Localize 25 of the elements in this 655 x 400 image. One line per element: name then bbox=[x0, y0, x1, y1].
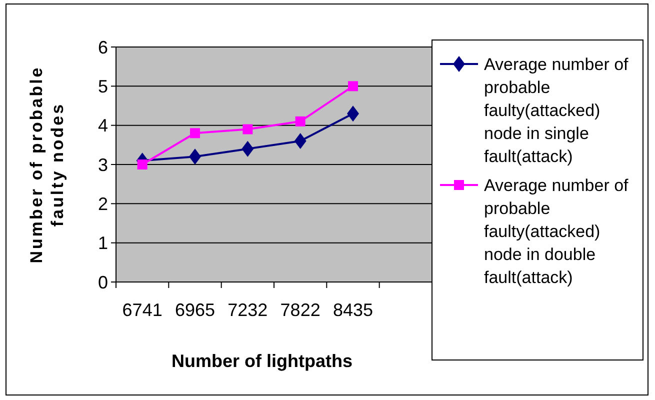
point bbox=[137, 160, 148, 170]
point bbox=[189, 148, 201, 165]
point bbox=[242, 124, 253, 134]
y-tick-label: 0 bbox=[98, 272, 108, 292]
point bbox=[295, 116, 306, 126]
legend-label: Average number of probable faulty(attacked) node in double fault(attack) bbox=[484, 176, 629, 287]
x-tick-label: 7822 bbox=[280, 300, 320, 320]
y-tick-label: 2 bbox=[98, 194, 108, 214]
y-tick-label: 4 bbox=[98, 116, 108, 136]
x-tick-label: 7232 bbox=[228, 300, 268, 320]
x-axis-title: Number of lightpaths bbox=[172, 351, 352, 371]
x-tick-label: 6965 bbox=[174, 300, 216, 320]
x-tick-label: 8435 bbox=[332, 300, 374, 320]
point bbox=[242, 140, 254, 157]
point bbox=[347, 106, 359, 122]
point bbox=[348, 81, 358, 92]
x-tick-label: 6741 bbox=[122, 300, 162, 320]
point bbox=[294, 133, 306, 149]
y-tick-label: 5 bbox=[98, 76, 108, 96]
legend-label: Average number of probable faulty(attacked) node in single fault(attack) bbox=[484, 55, 629, 166]
y-tick-label: 6 bbox=[98, 37, 108, 58]
y-tick-label: 3 bbox=[98, 154, 108, 175]
y-axis-title: Number of probable faulty nodes bbox=[27, 66, 67, 264]
y-tick-label: 1 bbox=[98, 233, 108, 254]
point bbox=[190, 128, 200, 138]
